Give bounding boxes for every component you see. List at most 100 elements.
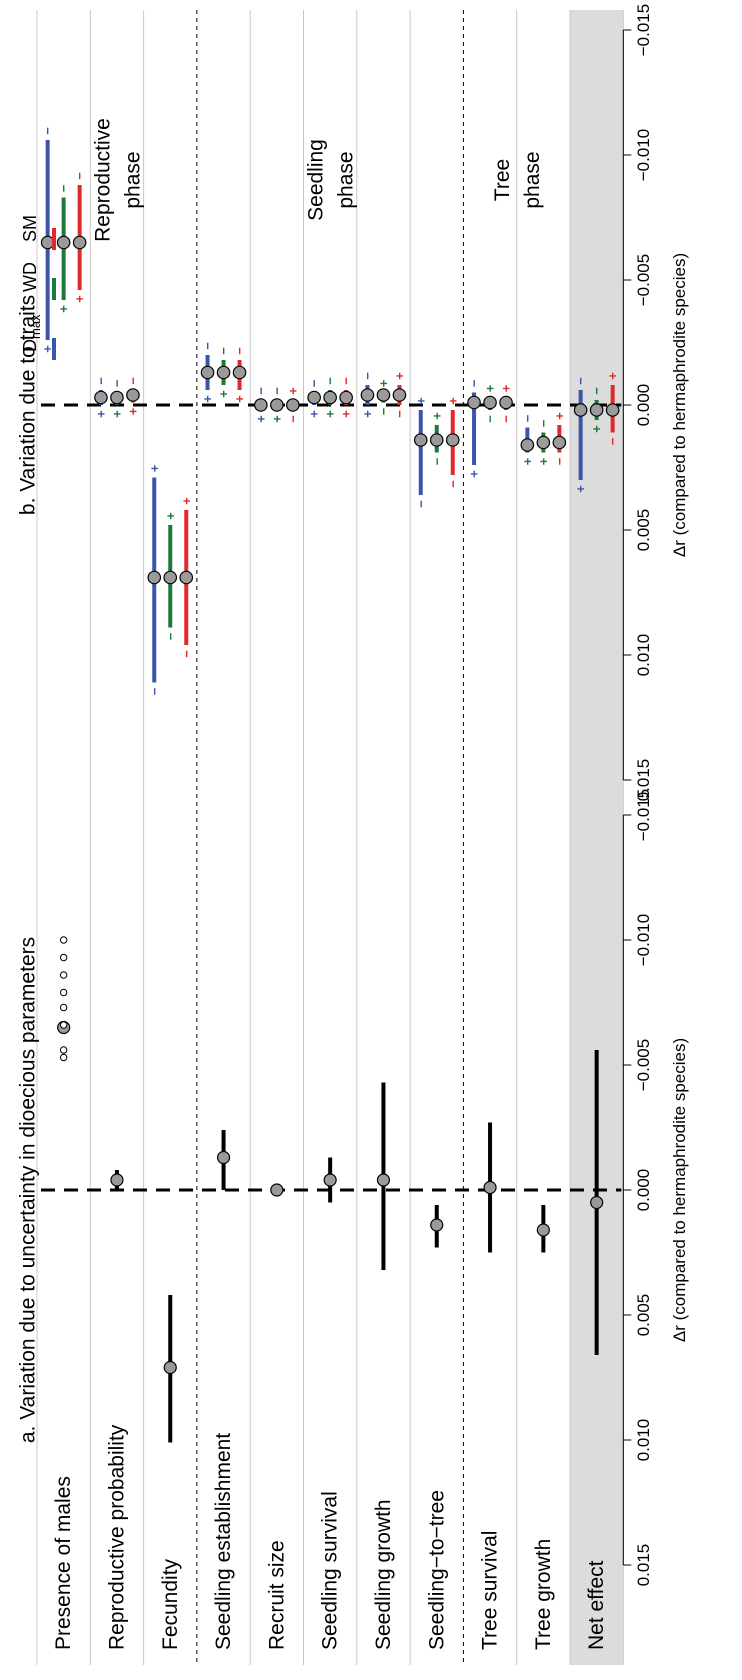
sign-marker: + <box>179 497 194 505</box>
point-estimate <box>110 390 124 405</box>
point-estimate <box>94 390 108 405</box>
point-estimate <box>483 1180 497 1195</box>
sign-marker: + <box>499 384 514 392</box>
sign-marker: + <box>552 412 567 420</box>
tick-label: −0.015 <box>634 4 653 56</box>
panel-b-axis: −0.015 −0.010 −0.005 0.000 0.005 0.010 0.015 Δr… <box>622 4 689 802</box>
male-scenario-point <box>59 988 68 997</box>
point-estimate <box>323 1173 337 1187</box>
sign-marker: + <box>376 379 391 387</box>
row-label: Seedling−to−tree <box>425 1490 448 1650</box>
legend-series-subscript: max <box>28 314 43 339</box>
point-estimate <box>147 570 162 585</box>
point-estimate <box>179 570 194 585</box>
tick-label: 0.000 <box>634 384 653 427</box>
sign-marker: + <box>536 457 551 465</box>
sign-marker: − <box>109 379 124 387</box>
sign-marker: + <box>467 470 482 478</box>
row-label: Presence of males <box>52 1476 75 1650</box>
panels: a. Variation due to uncertainty in dioec… <box>17 4 689 1587</box>
sign-marker: − <box>413 500 428 508</box>
row-label: Seedling growth <box>372 1499 395 1650</box>
point-estimate <box>590 1195 604 1210</box>
phase-label: Tree <box>491 159 514 201</box>
sign-marker: − <box>216 347 231 355</box>
series-sm: −+−++−−++−−++−+−+− +−+− <box>72 172 620 658</box>
sign-marker: + <box>216 390 231 398</box>
point-estimate <box>286 398 300 412</box>
male-scenario-point <box>59 1003 68 1012</box>
row-label: Recruit size <box>265 1540 288 1650</box>
phase-label: Reproductive <box>91 118 114 242</box>
point-estimate <box>467 395 481 410</box>
sign-marker: − <box>72 172 87 180</box>
sign-marker: − <box>573 377 588 385</box>
axis-title: Δr (compared to hermaphrodite species) <box>670 253 689 557</box>
legend-series-name: D <box>20 339 40 352</box>
legend-label-d: Dmax <box>20 314 43 352</box>
sign-marker: − <box>392 410 407 418</box>
series-wd: −+−++−−+ −+−++−+−+−−+−+ <box>56 184 604 640</box>
tick-label: −0.010 <box>634 129 653 181</box>
legend-series-name: SM <box>20 215 40 242</box>
panel-a-title: a. Variation due to uncertainty in dioec… <box>17 937 40 1443</box>
sign-marker: + <box>163 512 178 520</box>
sign-marker: + <box>589 425 604 433</box>
row-label: Net effect <box>585 1560 608 1650</box>
sign-marker: + <box>200 395 215 403</box>
sign-marker: + <box>520 457 535 465</box>
tick-label: −0.015 <box>634 789 653 841</box>
point-estimate <box>270 398 284 412</box>
sign-marker: − <box>429 457 444 465</box>
sign-marker: + <box>429 412 444 420</box>
sign-marker: − <box>376 407 391 415</box>
sign-marker: + <box>232 395 247 403</box>
point-estimate <box>376 388 391 402</box>
tick-label: −0.010 <box>634 914 653 966</box>
phase-label: phase <box>121 151 144 208</box>
sign-marker: − <box>360 372 375 380</box>
sign-marker: − <box>552 457 567 465</box>
point-estimate <box>126 388 140 402</box>
tick-label: 0.015 <box>634 759 653 802</box>
sign-marker: + <box>445 397 460 405</box>
point-estimate <box>520 438 535 452</box>
point-estimate <box>216 1150 231 1165</box>
series-d: −+−++−−+−+−+−++−−+−+−+ <box>40 127 588 696</box>
sign-marker: + <box>360 410 375 418</box>
legend-label-wd: WD <box>20 262 40 292</box>
point-estimate <box>536 1223 550 1237</box>
point-estimate <box>392 388 407 402</box>
sign-marker: − <box>285 415 300 423</box>
phase-labels: Reproductive phase Seedling phase Tree phase <box>91 118 544 242</box>
sign-marker: − <box>232 347 247 355</box>
tick-label: 0.015 <box>634 1544 653 1587</box>
sign-marker: − <box>536 419 551 427</box>
sign-marker: + <box>253 415 268 423</box>
point-estimate <box>536 435 551 450</box>
sign-marker: + <box>339 410 354 418</box>
legend: Dmax WD SM <box>20 215 56 360</box>
row-label: Seedling survival <box>319 1491 342 1650</box>
row-labels: Presence of males Reproductive probabilit… <box>52 1424 608 1650</box>
point-estimate <box>254 398 268 412</box>
sign-marker: + <box>125 407 140 415</box>
sign-marker: − <box>605 437 620 445</box>
point-estimate <box>376 1173 391 1187</box>
point-estimate <box>552 435 567 450</box>
tick-label: 0.010 <box>634 1419 653 1462</box>
phase-label: Seedling <box>305 139 328 221</box>
point-estimate <box>216 365 231 380</box>
sign-marker: + <box>269 415 284 423</box>
point-estimate <box>40 235 55 250</box>
panel-b-title: b. Variation due to traits <box>17 295 40 515</box>
point-estimate <box>72 235 87 250</box>
row-label: Fecundity <box>159 1558 182 1650</box>
male-scenario-point <box>59 1046 68 1054</box>
male-scenario-point <box>59 1021 68 1029</box>
legend-series-name: WD <box>20 262 40 292</box>
tick-label: 0.005 <box>634 509 653 552</box>
sign-marker: − <box>520 414 535 422</box>
